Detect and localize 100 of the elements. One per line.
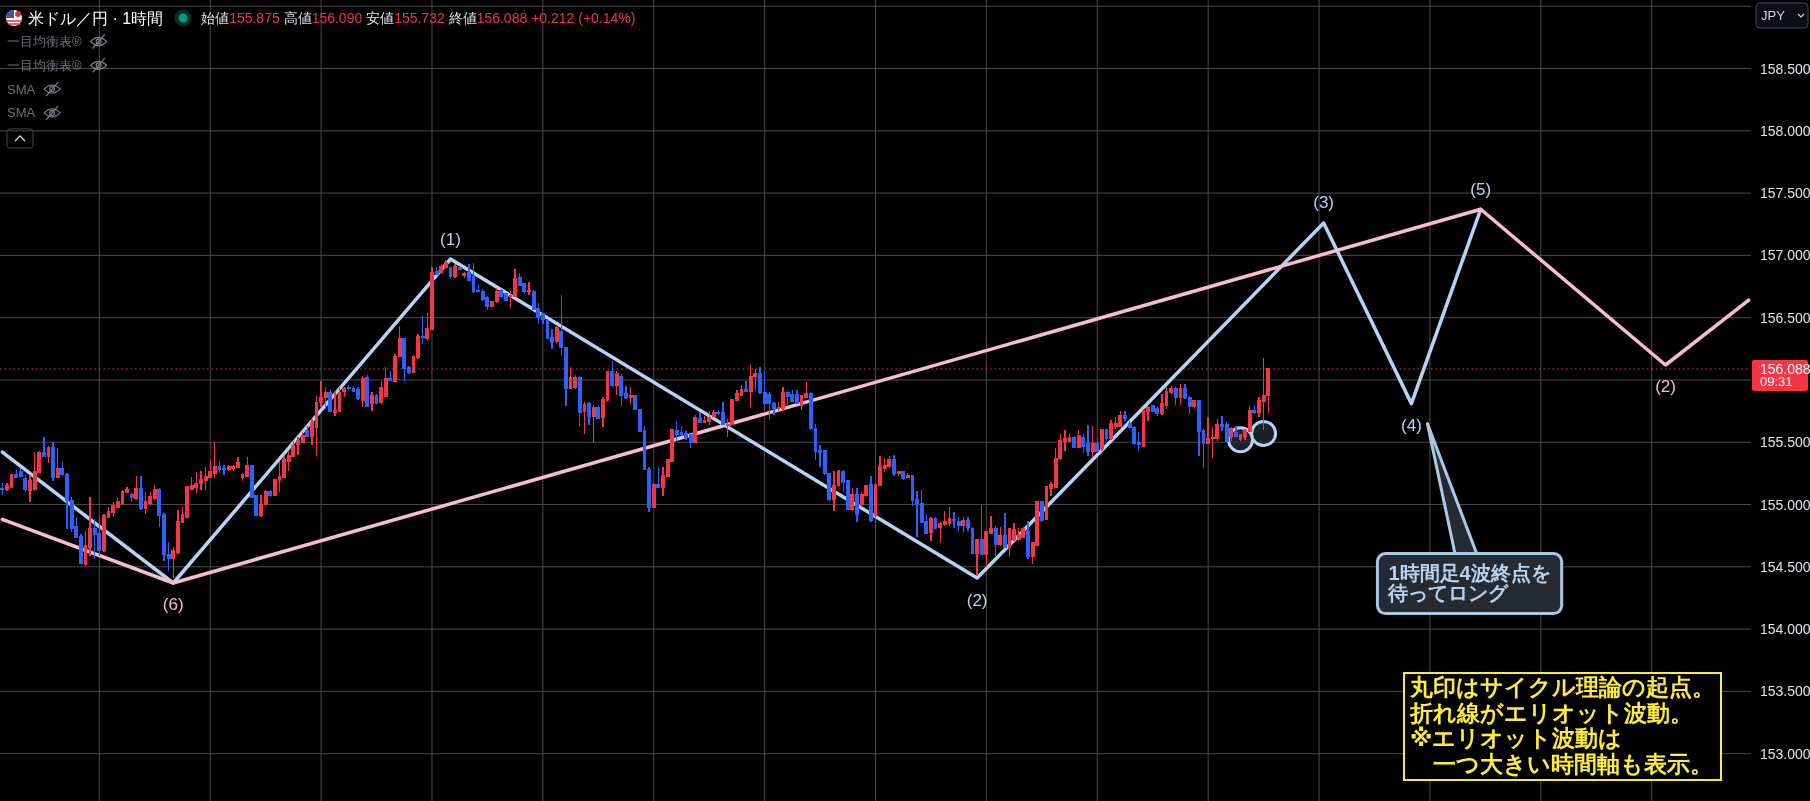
candlestick [688, 432, 693, 450]
annotation: (6) [162, 595, 184, 615]
candlestick [952, 511, 956, 529]
candlestick [1233, 425, 1238, 437]
candlestick [18, 467, 23, 480]
candlestick [628, 386, 633, 405]
annotation: SMA [7, 105, 36, 121]
candlestick [744, 380, 749, 392]
annotation: (2) [966, 590, 988, 610]
candlestick [674, 420, 679, 442]
candlestick [222, 464, 226, 476]
candlestick [790, 389, 795, 404]
candlestick [656, 466, 661, 488]
candlestick [929, 516, 933, 542]
candlestick [587, 401, 591, 426]
candlestick [1252, 405, 1257, 415]
annotation: (4) [1401, 416, 1422, 436]
candlestick [1021, 526, 1026, 539]
candlestick [453, 263, 457, 279]
candlestick [462, 270, 467, 279]
candlestick [596, 405, 601, 420]
candlestick [702, 415, 707, 423]
candlestick [434, 265, 439, 276]
candlestick [1099, 427, 1104, 452]
candlestick [1118, 410, 1123, 428]
candlestick [619, 373, 624, 407]
candlestick [369, 391, 374, 412]
candlestick [1072, 435, 1077, 450]
candlestick [1109, 419, 1114, 441]
candlestick [591, 404, 596, 445]
candlestick [892, 454, 896, 477]
candlestick [277, 460, 282, 493]
candlestick [55, 447, 60, 480]
candlestick [342, 386, 347, 399]
candlestick [97, 516, 102, 557]
candlestick [554, 325, 559, 344]
candlestick [305, 425, 310, 438]
candlestick [143, 491, 148, 516]
candlestick [226, 464, 231, 472]
annotation: (5) [1470, 179, 1492, 199]
candlestick [1090, 425, 1095, 458]
candlestick [577, 375, 582, 427]
candlestick [651, 482, 656, 509]
candlestick [1173, 386, 1178, 406]
text: 09:31 [1760, 374, 1793, 390]
text: 始値155.875 高値156.090 安値155.732 終値156.088 +0.212 (+0.14%) [201, 10, 636, 26]
annotation: 一目均衡表® [7, 34, 82, 49]
y-tick-label: 157.000 [1760, 247, 1810, 264]
candlestick [457, 265, 462, 271]
y-tick-label: 157.500 [1760, 185, 1810, 202]
candlestick [868, 475, 873, 523]
y-tick-label: 153.000 [1760, 745, 1810, 762]
candlestick [707, 410, 712, 426]
y-tick-label: 155.500 [1760, 434, 1810, 451]
candlestick [698, 411, 702, 423]
candlestick [527, 280, 531, 296]
candlestick [582, 401, 587, 435]
candlestick [388, 370, 393, 382]
candlestick [152, 483, 157, 501]
candlestick [194, 471, 199, 494]
candlestick [785, 390, 790, 406]
annotation: (1) [440, 229, 461, 249]
candlestick [494, 287, 499, 304]
candlestick [23, 473, 28, 493]
candlestick [832, 470, 836, 512]
candlestick [901, 470, 906, 481]
candlestick [51, 441, 56, 482]
candlestick [268, 488, 273, 498]
candlestick [1002, 512, 1007, 549]
candlestick [1026, 520, 1030, 560]
annotation: 丸印はサイクル理論の起点。 [1409, 674, 1715, 700]
y-tick-label: 158.000 [1760, 122, 1810, 139]
candlestick [346, 384, 351, 391]
annotation: 一つ大きい時間軸も表示。 [1410, 750, 1713, 777]
candlestick [610, 360, 615, 389]
candlestick [217, 460, 222, 475]
candlestick [961, 516, 966, 533]
candlestick [503, 292, 508, 303]
candlestick [439, 263, 444, 275]
candlestick [134, 475, 139, 501]
y-tick-label: 156.500 [1760, 309, 1810, 326]
candlestick [402, 336, 407, 384]
candlestick [0, 482, 5, 496]
annotation: (2) [1655, 377, 1676, 397]
annotation: 1時間足4波終点を待ってロング [1387, 561, 1551, 604]
candlestick [998, 526, 1003, 547]
annotation: 折れ線がエリオット波動。 [1409, 699, 1693, 726]
candlestick [1150, 405, 1155, 413]
candlestick [245, 456, 250, 478]
candlestick [975, 538, 980, 577]
candlestick [111, 501, 116, 518]
candlestick [1016, 527, 1021, 542]
candlestick [905, 472, 910, 480]
candlestick [212, 441, 217, 480]
candlestick [1076, 429, 1081, 450]
candlestick [1155, 405, 1160, 417]
candlestick [420, 315, 425, 345]
annotation: SMA [7, 81, 36, 97]
candlestick [693, 414, 698, 445]
candlestick [850, 487, 855, 512]
